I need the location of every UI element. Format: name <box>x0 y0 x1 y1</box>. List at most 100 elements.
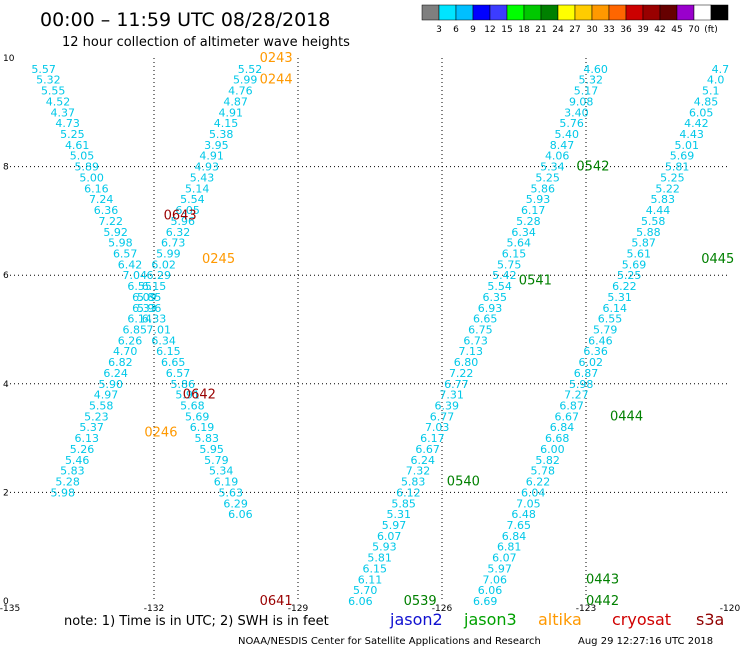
swh-point: 6.16 <box>84 182 109 195</box>
swh-point: 6.33 <box>132 302 157 315</box>
legend-entry: jason2 <box>389 610 443 629</box>
swh-point: 5.32 <box>579 74 604 87</box>
swh-point: 7.13 <box>459 345 484 358</box>
colorbar-label: 39 <box>637 25 649 35</box>
swh-point: 6.42 <box>118 258 143 271</box>
swh-point: 5.63 <box>219 486 244 499</box>
swh-point: 6.69 <box>473 595 498 608</box>
swh-point: 5.57 <box>31 63 56 76</box>
swh-point: 5.55 <box>41 85 66 98</box>
colorbar-label: 27 <box>569 25 580 35</box>
swh-point: 5.97 <box>382 519 407 532</box>
swh-point: 6.05 <box>689 106 714 119</box>
swh-point: 5.05 <box>70 150 95 163</box>
swh-point: 5.26 <box>70 443 95 456</box>
swh-point: 6.15 <box>142 280 167 293</box>
swh-point: 5.25 <box>660 171 685 184</box>
colorbar-swatch <box>642 4 661 21</box>
swh-point: 7.32 <box>406 465 431 478</box>
pass-time-label: 0541 <box>519 274 552 289</box>
pass-time-label: 0443 <box>586 572 619 587</box>
colorbar-swatch <box>710 4 729 21</box>
swh-point: 5.69 <box>670 150 695 163</box>
footer-credit: NOAA/NESDIS Center for Satellite Applica… <box>238 636 541 647</box>
swh-point: 6.06 <box>478 584 503 597</box>
swh-point: 6.17 <box>521 204 546 217</box>
swh-point: 5.93 <box>372 541 397 554</box>
y-tick-label: 10 <box>3 54 15 64</box>
swh-point: 6.80 <box>454 356 479 369</box>
swh-point: 6.77 <box>430 410 455 423</box>
colorbar-swatch <box>676 4 695 21</box>
data-points: 5.575.325.554.524.374.735.254.615.055.89… <box>31 63 729 608</box>
swh-point: 6.11 <box>358 573 383 586</box>
swh-point: 6.84 <box>502 530 527 543</box>
colorbar: 3 6 9 12 15 18 21 24 27 30 33 36 39 42 45 70 (ft) <box>421 4 729 35</box>
swh-point: 4.37 <box>51 106 76 119</box>
swh-point: 6.65 <box>473 313 498 326</box>
pass-time-label: 0243 <box>260 51 293 66</box>
swh-point: 4.91 <box>219 106 244 119</box>
swh-point: 5.98 <box>51 486 76 499</box>
swh-point: 4.70 <box>113 345 138 358</box>
swh-point: 5.58 <box>641 215 666 228</box>
swh-point: 5.85 <box>391 497 416 510</box>
swh-point: 4.60 <box>583 63 608 76</box>
legend-entry: cryosat <box>612 610 671 629</box>
swh-point: 5.69 <box>185 410 210 423</box>
swh-point: 5.89 <box>75 161 100 174</box>
swh-point: 5.97 <box>487 562 512 575</box>
swh-point: 4.87 <box>223 95 248 108</box>
swh-point: 5.78 <box>531 465 556 478</box>
grid <box>10 58 730 601</box>
swh-point: 6.02 <box>151 258 176 271</box>
colorbar-swatch <box>472 4 491 21</box>
swh-point: 7.05 <box>516 497 541 510</box>
swh-point: 6.06 <box>228 508 253 521</box>
colorbar-label: 33 <box>603 25 614 35</box>
swh-point: 5.32 <box>36 74 61 87</box>
swh-point: 5.95 <box>199 443 224 456</box>
swh-point: 6.87 <box>574 367 599 380</box>
swh-point: 5.91 <box>175 389 200 402</box>
swh-point: 5.90 <box>99 378 124 391</box>
pass-time-label: 0542 <box>576 160 609 175</box>
swh-point: 6.82 <box>108 356 133 369</box>
swh-point: 6.81 <box>497 541 522 554</box>
swh-point: 6.84 <box>550 421 575 434</box>
swh-point: 5.1 <box>702 85 720 98</box>
swh-point: 5.23 <box>84 410 109 423</box>
swh-point: 5.14 <box>185 182 210 195</box>
legend-entry: jason3 <box>463 610 517 629</box>
swh-point: 5.75 <box>497 258 522 271</box>
swh-point: 4.76 <box>228 85 253 98</box>
swh-point: 5.86 <box>171 378 196 391</box>
chart-title: 00:00 – 11:59 UTC 08/28/2018 <box>40 9 330 31</box>
pass-time-label: 0642 <box>183 388 216 403</box>
swh-point: 7.06 <box>483 573 508 586</box>
swh-point: 7.04 <box>123 269 148 282</box>
swh-point: 5.99 <box>156 247 181 260</box>
swh-point: 6.57 <box>166 367 191 380</box>
swh-point: 5.93 <box>526 193 551 206</box>
swh-point: 5.61 <box>627 247 652 260</box>
swh-point: 5.70 <box>353 584 378 597</box>
colorbar-label: 70 <box>688 25 700 35</box>
x-tick-label: -135 <box>0 604 20 614</box>
swh-point: 6.34 <box>511 226 536 239</box>
swh-point: 6.09 <box>132 291 157 304</box>
colorbar-swatch <box>506 4 525 21</box>
chart-subtitle: 12 hour collection of altimeter wave hei… <box>62 35 350 50</box>
swh-point: 6.13 <box>75 432 100 445</box>
swh-point: 6.12 <box>396 486 421 499</box>
swh-point: 5.54 <box>180 193 205 206</box>
pass-time-label: 0539 <box>404 594 437 609</box>
swh-point: 4.52 <box>46 95 71 108</box>
x-tick-label: -129 <box>288 604 309 614</box>
swh-point: 5.00 <box>79 171 104 184</box>
swh-point: 6.36 <box>94 204 119 217</box>
colorbar-label: 24 <box>552 25 564 35</box>
swh-point: 6.73 <box>161 237 186 250</box>
pass-time-label: 0444 <box>610 409 643 424</box>
